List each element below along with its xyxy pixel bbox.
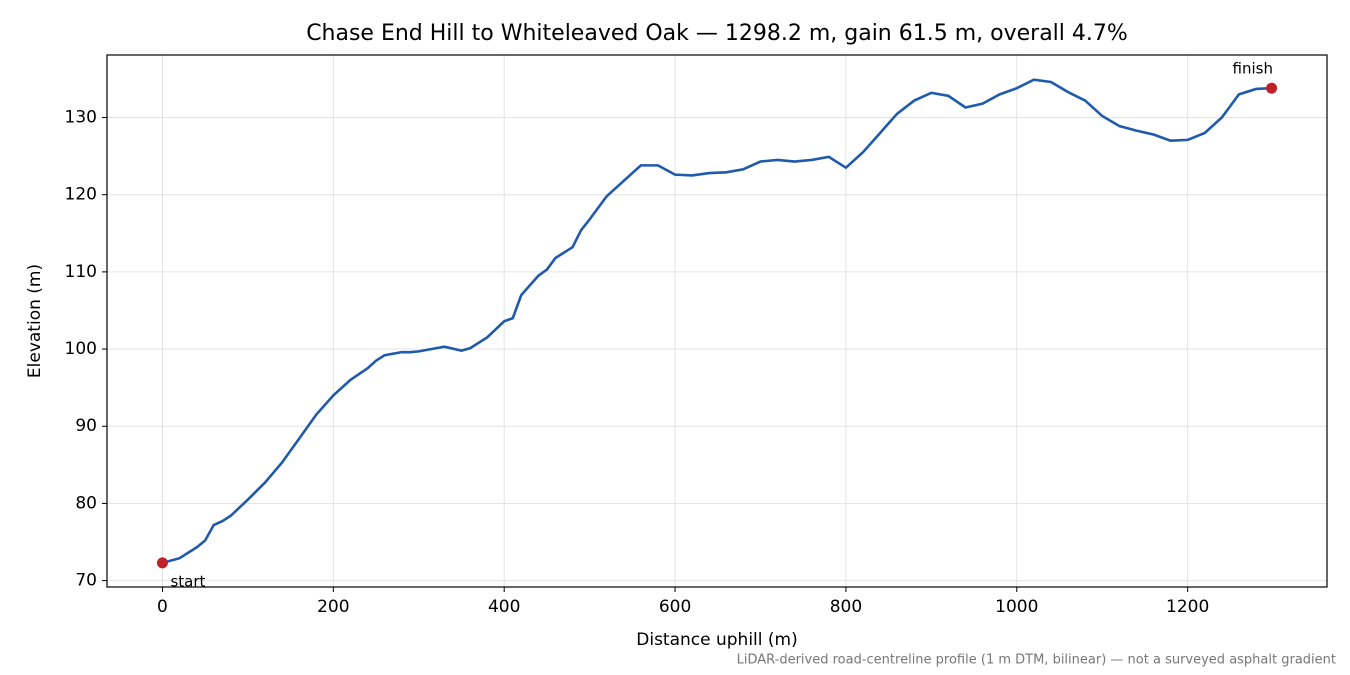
y-tick-label: 70 xyxy=(75,571,97,591)
y-tick-label: 90 xyxy=(75,416,97,436)
x-tick-label: 600 xyxy=(659,597,691,617)
y-tick-label: 100 xyxy=(65,339,97,359)
x-tick-label: 200 xyxy=(317,597,349,617)
y-tick-label: 120 xyxy=(65,185,97,205)
x-tick-label: 0 xyxy=(157,597,168,617)
x-tick-label: 1000 xyxy=(995,597,1038,617)
start-label: start xyxy=(170,572,205,590)
x-axis-label: Distance uphill (m) xyxy=(636,630,797,650)
chart-title: Chase End Hill to Whiteleaved Oak — 1298… xyxy=(306,21,1128,46)
finish-marker xyxy=(1266,82,1278,94)
elevation-line xyxy=(162,78,1272,565)
y-tick-label: 110 xyxy=(65,262,97,282)
x-tick-label: 800 xyxy=(830,597,862,617)
y-tick-label: 80 xyxy=(75,493,97,513)
finish-label: finish xyxy=(1233,60,1273,78)
y-tick-label: 130 xyxy=(65,108,97,128)
y-axis-label: Elevation (m) xyxy=(25,264,45,378)
x-tick-label: 1200 xyxy=(1166,597,1209,617)
plot-frame xyxy=(106,54,1328,588)
footnote: LiDAR-derived road-centreline profile (1… xyxy=(737,653,1336,668)
start-marker xyxy=(156,557,168,569)
x-tick-label: 400 xyxy=(488,597,520,617)
